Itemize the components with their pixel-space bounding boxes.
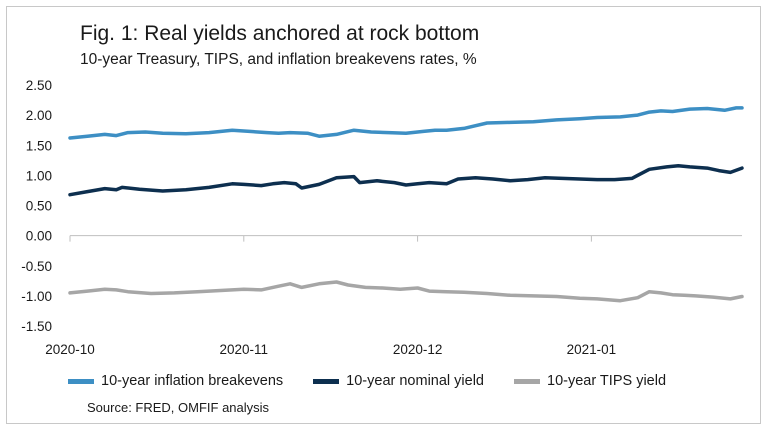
legend-label-nominal: 10-year nominal yield bbox=[346, 373, 484, 389]
series-line-breakevens bbox=[68, 106, 744, 140]
legend-label-tips: 10-year TIPS yield bbox=[547, 373, 667, 389]
y-tick-label: 1.50 bbox=[26, 138, 52, 153]
legend-item-tips: 10-year TIPS yield bbox=[514, 373, 666, 389]
y-tick-label: -0.50 bbox=[21, 259, 52, 274]
chart-subtitle: 10-year Treasury, TIPS, and inflation br… bbox=[80, 51, 477, 68]
series-line-nominal bbox=[68, 163, 744, 197]
legend-swatch-breakevens bbox=[68, 378, 94, 384]
y-tick-label: -1.00 bbox=[21, 289, 52, 304]
x-tick-label: 2020-11 bbox=[220, 342, 269, 357]
legend-item-nominal: 10-year nominal yield bbox=[313, 373, 484, 389]
series-lines bbox=[68, 106, 744, 303]
x-tick-label: 2021-01 bbox=[567, 342, 617, 357]
legend-swatch-tips bbox=[514, 378, 540, 384]
legend: 10-year inflation breakevens 10-year nom… bbox=[68, 372, 696, 390]
x-tick-label: 2020-12 bbox=[393, 342, 443, 357]
y-tick-label: 0.50 bbox=[26, 199, 52, 214]
legend-swatch-nominal bbox=[313, 378, 340, 384]
y-tick-label: 1.00 bbox=[26, 168, 52, 183]
y-axis-tick-labels: 2.50 2.00 1.50 1.00 0.50 0.00 -0.50 -1.00 -1.50 bbox=[21, 78, 52, 334]
legend-item-breakevens: 10-year inflation breakevens bbox=[68, 373, 283, 389]
x-tick-label: 2020-10 bbox=[45, 342, 95, 357]
chart-frame bbox=[6, 6, 761, 424]
y-tick-label: 2.00 bbox=[26, 108, 52, 123]
chart-title: Fig. 1: Real yields anchored at rock bot… bbox=[80, 22, 480, 45]
legend-label-breakevens: 10-year inflation breakevens bbox=[101, 373, 284, 389]
y-tick-label: 0.00 bbox=[26, 229, 52, 244]
series-line-tips bbox=[68, 280, 744, 303]
x-axis-ticks: 2020-10 2020-11 2020-12 2021-01 bbox=[45, 235, 617, 357]
y-tick-label: -1.50 bbox=[21, 319, 52, 334]
source-note: Source: FRED, OMFIF analysis bbox=[87, 400, 270, 415]
y-tick-label: 2.50 bbox=[26, 78, 52, 93]
